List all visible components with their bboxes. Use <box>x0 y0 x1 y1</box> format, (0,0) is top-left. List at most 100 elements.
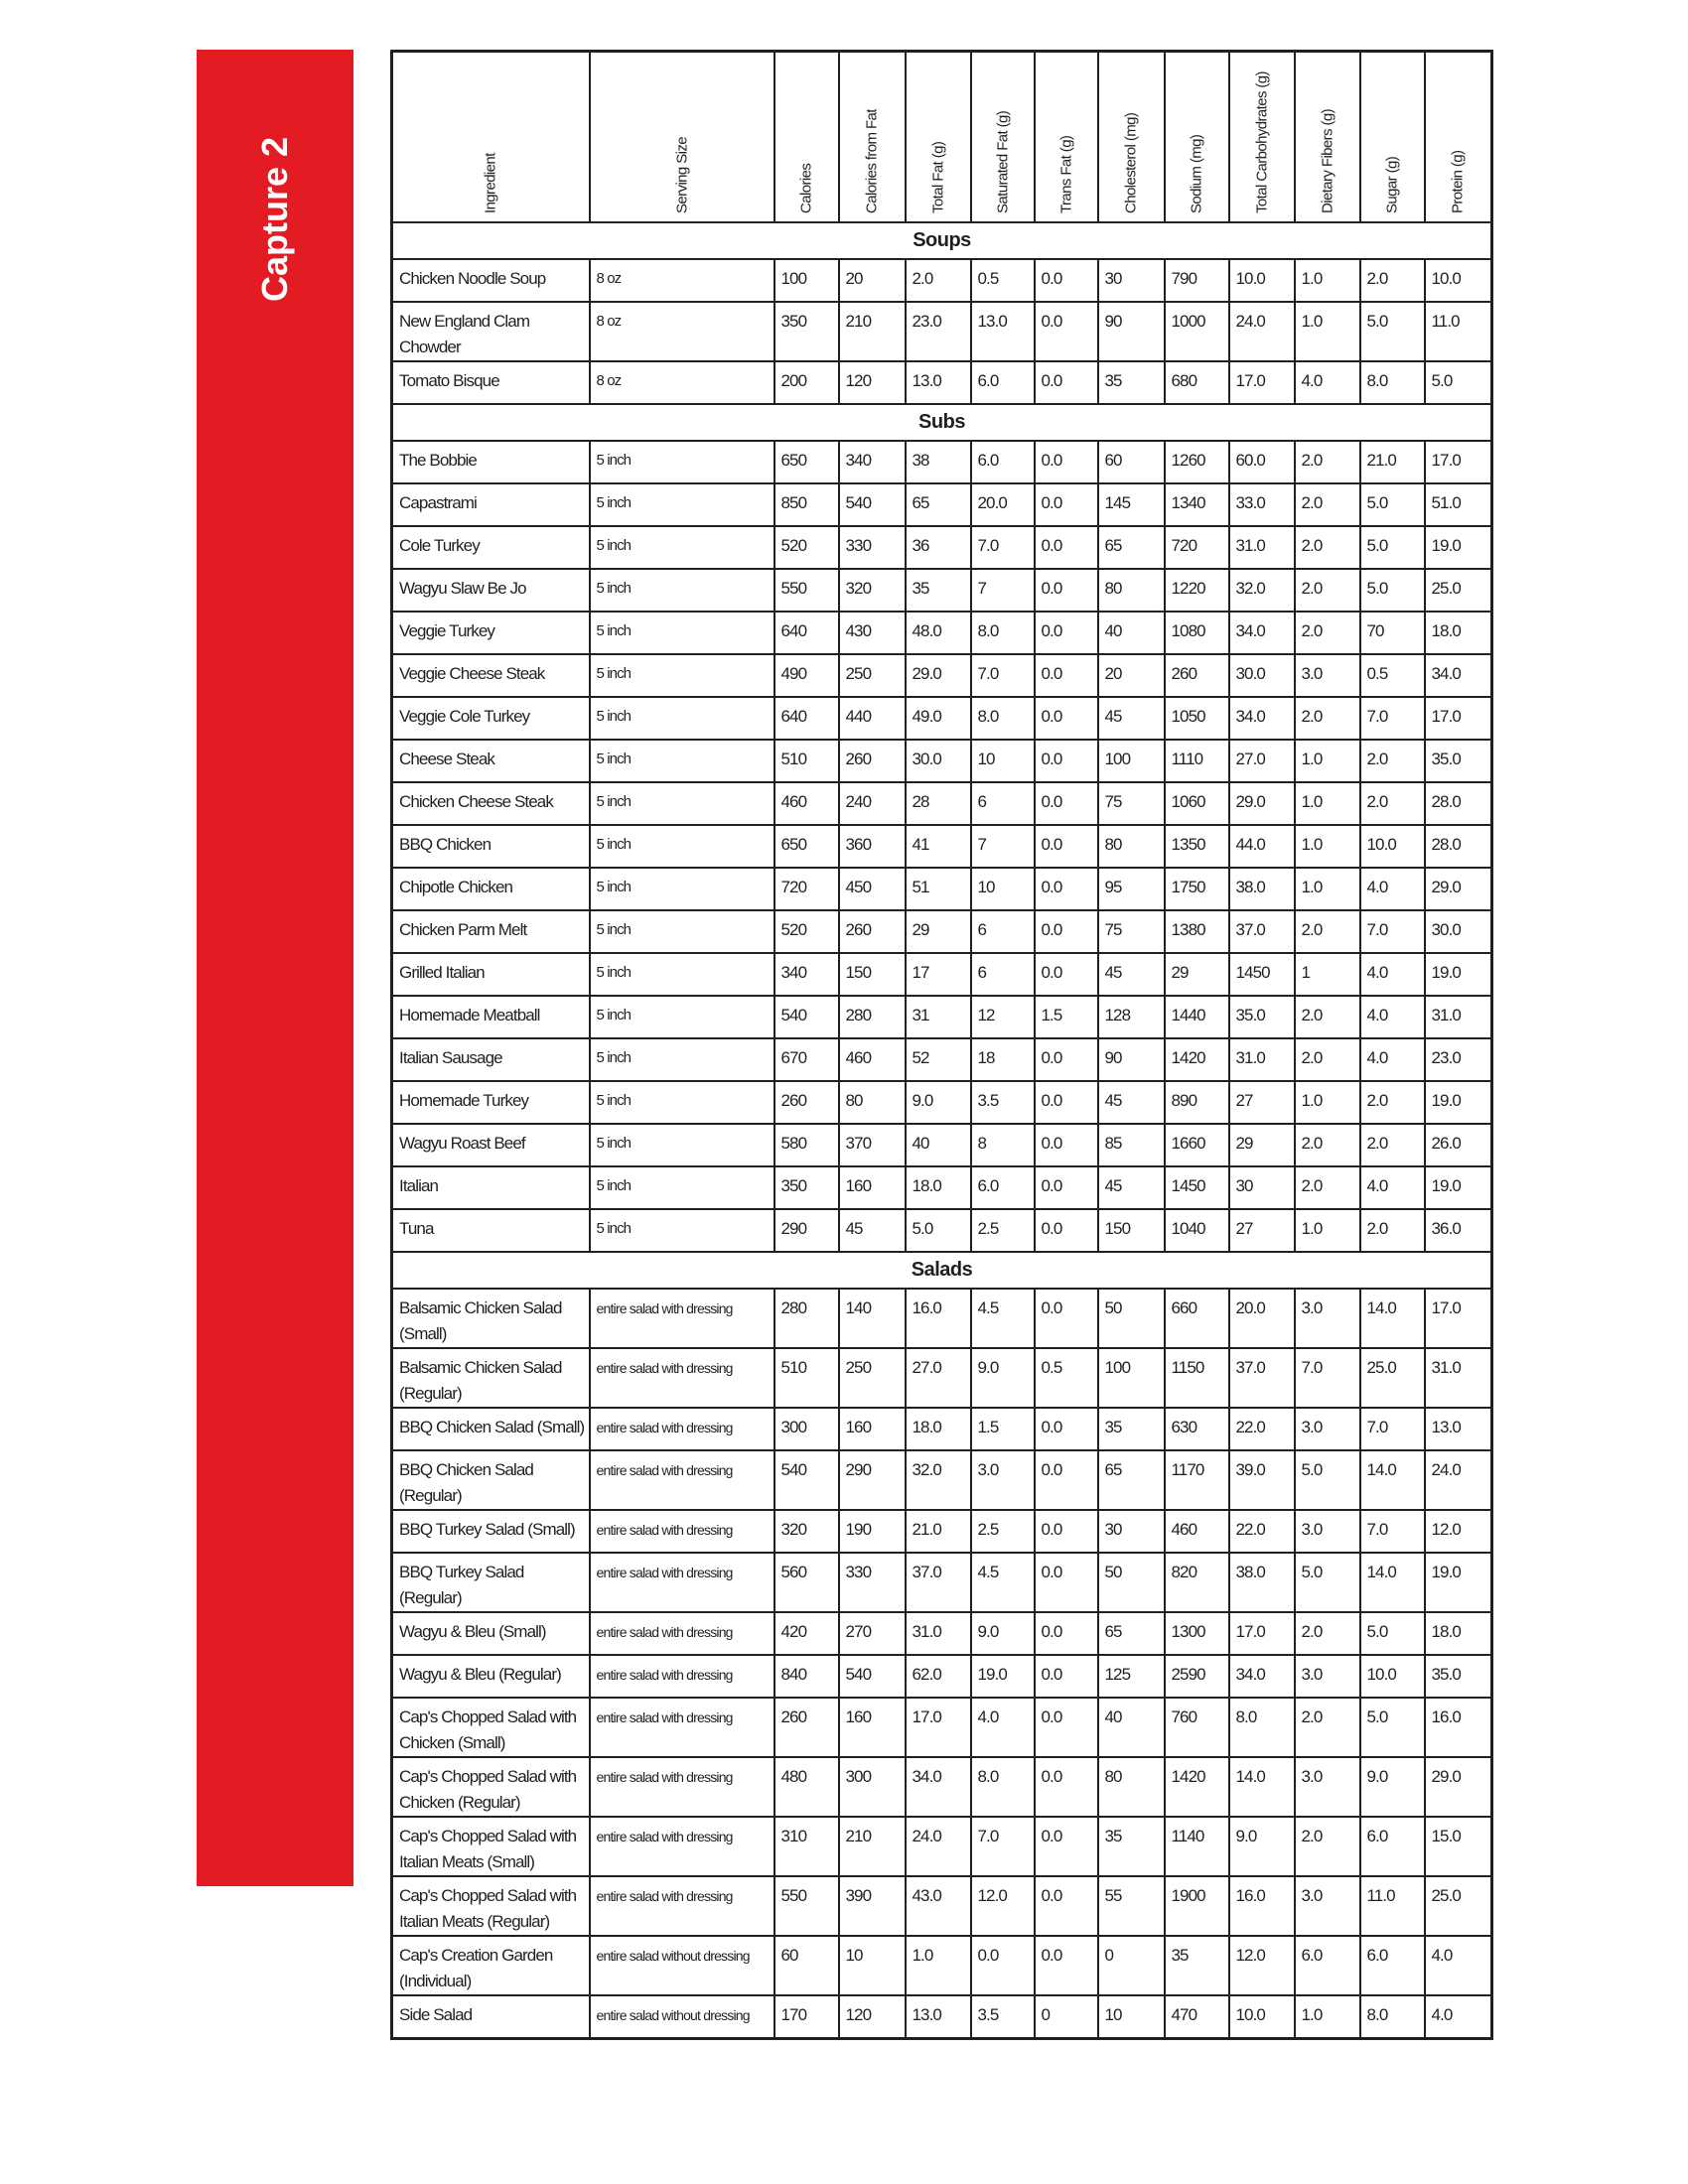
nutrition-value: 0.0 <box>969 1935 1036 1996</box>
nutrition-value: 95 <box>1096 867 1166 911</box>
nutrition-value: 31.0 <box>1227 1037 1296 1082</box>
nutrition-value: 440 <box>837 696 907 741</box>
nutrition-value: 10.0 <box>1423 258 1493 303</box>
nutrition-value: 20 <box>837 258 907 303</box>
nutrition-value: 1350 <box>1163 824 1230 869</box>
nutrition-value: 7.0 <box>969 525 1036 570</box>
nutrition-value: 5.0 <box>1423 360 1493 405</box>
nutrition-value: 8.0 <box>1227 1697 1296 1758</box>
nutrition-value: 35 <box>1096 1407 1166 1451</box>
nutrition-value: 12.0 <box>969 1875 1036 1937</box>
nutrition-value: 260 <box>837 909 907 954</box>
nutrition-value: 85 <box>1096 1123 1166 1167</box>
table-row: Homemade Turkey 5 inch 260 80 9.0 3.5 0.0 45 890… <box>390 1080 1493 1125</box>
nutrition-value: 160 <box>837 1697 907 1758</box>
nutrition-value: 40 <box>1096 1697 1166 1758</box>
nutrition-value: 7.0 <box>969 1816 1036 1877</box>
column-header-label: Dietary Fibers (g) <box>1319 108 1336 213</box>
nutrition-value: 1900 <box>1163 1875 1230 1937</box>
nutrition-value: 0.0 <box>1033 1654 1099 1699</box>
nutrition-value: 270 <box>837 1611 907 1656</box>
nutrition-value: 24.0 <box>1423 1449 1493 1511</box>
serving-size: 5 inch <box>588 1080 775 1125</box>
nutrition-value: 250 <box>837 653 907 698</box>
nutrition-value: 145 <box>1096 482 1166 527</box>
nutrition-value: 6.0 <box>969 360 1036 405</box>
nutrition-value: 75 <box>1096 781 1166 826</box>
table-row: Wagyu & Bleu (Small) entire salad with dr… <box>390 1611 1493 1656</box>
nutrition-value: 17.0 <box>1423 1288 1493 1349</box>
nutrition-value: 20 <box>1096 653 1166 698</box>
nutrition-value: 320 <box>837 568 907 613</box>
nutrition-value: 2.0 <box>1293 440 1361 484</box>
table-row: Tuna 5 inch 290 45 5.0 2.5 0.0 150 1040 27 1.0 2.0 3… <box>390 1208 1493 1253</box>
serving-size: 5 inch <box>588 1165 775 1210</box>
nutrition-value: 0.0 <box>1033 653 1099 698</box>
nutrition-value: 420 <box>773 1611 840 1656</box>
nutrition-value: 0.0 <box>1033 1552 1099 1613</box>
section-row: Subs <box>390 403 1493 442</box>
ingredient-name: Capastrami <box>390 482 591 527</box>
nutrition-value: 310 <box>773 1816 840 1877</box>
nutrition-value: 52 <box>904 1037 972 1082</box>
nutrition-value: 350 <box>773 301 840 362</box>
table-row: Tomato Bisque 8 oz 200 120 13.0 6.0 0.0 35 680 17… <box>390 360 1493 405</box>
nutrition-value: 31.0 <box>1423 1347 1493 1409</box>
nutrition-value: 460 <box>773 781 840 826</box>
table-row: BBQ Turkey Salad (Regular) entire salad w… <box>390 1552 1493 1613</box>
column-header-label: Total Fat (g) <box>929 141 946 213</box>
nutrition-value: 0.0 <box>1033 1407 1099 1451</box>
nutrition-value: 0.0 <box>1033 1611 1099 1656</box>
column-header-label: Serving Size <box>673 136 690 213</box>
nutrition-value: 290 <box>837 1449 907 1511</box>
nutrition-value: 14.0 <box>1358 1288 1426 1349</box>
section-row: Salads <box>390 1251 1493 1290</box>
serving-size: entire salad with dressing <box>588 1552 775 1613</box>
nutrition-value: 19.0 <box>1423 952 1493 997</box>
nutrition-value: 1110 <box>1163 739 1230 783</box>
nutrition-value: 510 <box>773 739 840 783</box>
nutrition-value: 490 <box>773 653 840 698</box>
nutrition-value: 36.0 <box>1423 1208 1493 1253</box>
nutrition-value: 43.0 <box>904 1875 972 1937</box>
column-header: Cholesterol (mg) <box>1096 50 1166 223</box>
column-header: Calories from Fat <box>837 50 907 223</box>
nutrition-value: 2.5 <box>969 1509 1036 1554</box>
nutrition-value: 150 <box>837 952 907 997</box>
column-header: Serving Size <box>588 50 775 223</box>
ingredient-name: Cheese Steak <box>390 739 591 783</box>
ingredient-name: Side Salad <box>390 1994 591 2040</box>
nutrition-value: 6 <box>969 952 1036 997</box>
nutrition-value: 34.0 <box>904 1756 972 1818</box>
ingredient-name: Cap's Chopped Salad with Chicken (Regula… <box>390 1756 591 1818</box>
table-row: Chicken Noodle Soup 8 oz 100 20 2.0 0.5 0.0 30 7… <box>390 258 1493 303</box>
nutrition-value: 720 <box>1163 525 1230 570</box>
nutrition-value: 40 <box>904 1123 972 1167</box>
nutrition-value: 1300 <box>1163 1611 1230 1656</box>
nutrition-value: 330 <box>837 525 907 570</box>
nutrition-value: 37.0 <box>1227 1347 1296 1409</box>
nutrition-value: 360 <box>837 824 907 869</box>
ingredient-name: Italian <box>390 1165 591 1210</box>
nutrition-value: 1080 <box>1163 611 1230 655</box>
nutrition-value: 14.0 <box>1358 1449 1426 1511</box>
nutrition-value: 4.5 <box>969 1552 1036 1613</box>
nutrition-value: 320 <box>773 1509 840 1554</box>
nutrition-value: 19.0 <box>1423 1080 1493 1125</box>
serving-size: 5 inch <box>588 824 775 869</box>
ingredient-name: Italian Sausage <box>390 1037 591 1082</box>
column-header: Dietary Fibers (g) <box>1293 50 1361 223</box>
nutrition-value: 19.0 <box>1423 1165 1493 1210</box>
nutrition-value: 550 <box>773 1875 840 1937</box>
nutrition-value: 0.0 <box>1033 1208 1099 1253</box>
nutrition-value: 5.0 <box>1293 1449 1361 1511</box>
nutrition-value: 28.0 <box>1423 781 1493 826</box>
nutrition-value: 670 <box>773 1037 840 1082</box>
nutrition-value: 12.0 <box>1423 1509 1493 1554</box>
nutrition-value: 25.0 <box>1423 568 1493 613</box>
nutrition-value: 35.0 <box>1423 739 1493 783</box>
nutrition-value: 1750 <box>1163 867 1230 911</box>
nutrition-value: 18.0 <box>1423 1611 1493 1656</box>
table-row: Cap's Chopped Salad with Chicken (Regula… <box>390 1756 1493 1818</box>
nutrition-value: 27 <box>1227 1080 1296 1125</box>
